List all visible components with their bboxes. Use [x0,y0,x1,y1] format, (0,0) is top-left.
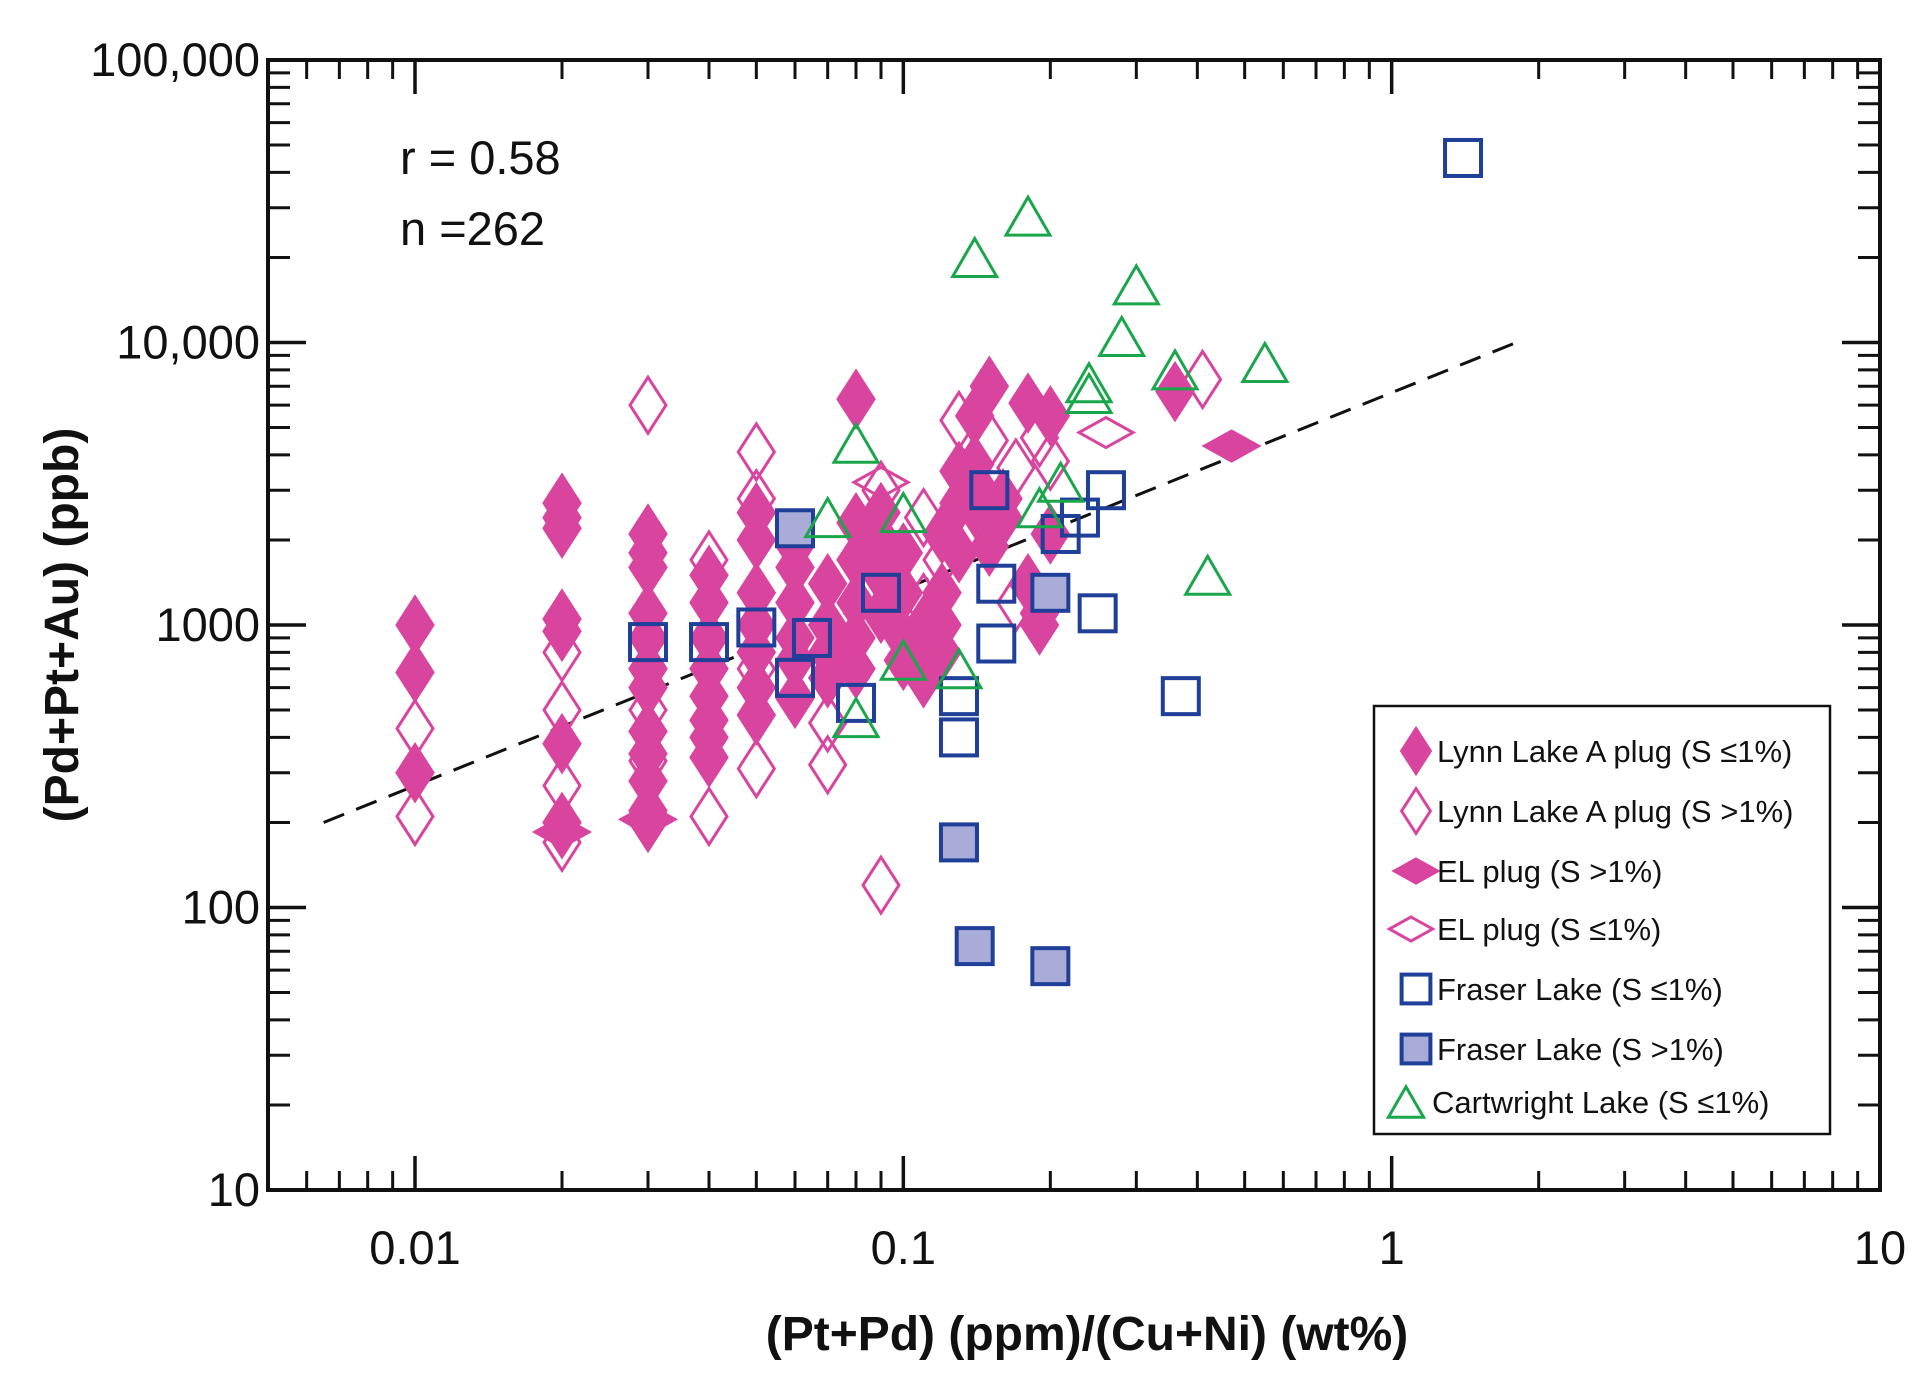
data-point [1030,385,1071,447]
data-points [395,137,1484,987]
data-point [939,522,979,584]
data-point [1075,415,1137,450]
plot-frame [266,58,1882,1192]
data-point [775,667,815,730]
data-point [689,785,729,848]
data-point [1150,347,1200,391]
data-point [1030,430,1071,492]
data-point [1030,946,1071,987]
data-point [831,695,881,739]
data-point [807,734,848,796]
data-point [1201,429,1262,463]
x-tick-label: 0.01 [369,1221,460,1274]
data-point [954,926,995,967]
data-point [938,676,979,717]
legend-box [1372,704,1832,1136]
data-point [1085,470,1126,511]
data-point [1030,572,1071,613]
data-point [689,622,730,663]
data-point [831,421,881,464]
data-point [950,235,1000,278]
legend: Lynn Lake A plug (S ≤1%) Lynn Lake A plug… [1372,704,1832,1136]
data-point [791,617,832,658]
data-point [861,854,901,916]
data-point [938,822,979,863]
y-tick-label: 100,000 [90,33,260,86]
data-point [976,623,1017,664]
data-point [542,712,582,775]
legend-label: EL plug (S ≤1%) [1437,912,1661,947]
data-point [1014,485,1065,529]
legend-label: Cartwright Lake (S ≤1%) [1432,1085,1769,1120]
data-point [617,802,679,837]
data-point [969,470,1010,511]
y-tick-label: 10 [208,1163,260,1216]
legend-marker [1391,857,1441,885]
data-point [976,563,1017,604]
annotation-n: n =262 [400,202,545,255]
data-point [542,497,582,560]
data-point [736,737,777,800]
legend-marker [1399,1032,1433,1066]
data-point [542,600,582,663]
data-point [531,815,593,849]
data-point [1064,371,1114,414]
data-point [736,421,777,483]
legend-marker [1386,915,1436,943]
legend-marker [1385,1083,1427,1119]
data-point [836,682,877,723]
data-point [878,638,928,681]
y-axis-title: (Pd+Pt+Au) (ppb) [36,428,89,823]
data-point [1064,360,1114,404]
data-point [736,607,777,648]
legend-marker [1399,972,1433,1006]
data-point [1097,314,1147,358]
data-point [774,508,815,549]
x-axis-title: (Pt+Pd) (ppm)/(Cu+Ni) (wt%) [766,1308,1409,1361]
x-tick-label: 10 [1854,1221,1906,1274]
data-point [1182,348,1223,411]
legend-label: Fraser Lake (S >1%) [1437,1032,1724,1067]
data-point [1160,676,1201,717]
y-tick-label: 10,000 [116,316,260,369]
x-tick-label: 1 [1379,1221,1405,1274]
data-point [1036,460,1086,503]
data-point [934,646,984,690]
data-point [395,741,435,804]
data-point [736,684,777,746]
data-point [627,622,668,663]
legend-marker [1399,785,1433,837]
data-point [628,374,668,436]
data-point [836,368,876,430]
legend-label: Lynn Lake A plug (S ≤1%) [1437,734,1792,769]
data-point [774,657,815,698]
data-point [969,355,1010,418]
y-tick-label: 100 [182,881,260,934]
data-point [803,495,853,539]
legend-label: Fraser Lake (S ≤1%) [1437,972,1723,1007]
data-point [1155,360,1195,423]
data-point [1183,553,1233,596]
data-point [395,641,435,704]
legend-label: EL plug (S >1%) [1437,854,1662,889]
annotation-r: r = 0.58 [400,131,561,184]
data-point [1077,593,1118,634]
axis-ticks [266,58,1882,1192]
data-point [1003,194,1053,237]
data-point [1240,340,1290,383]
data-point [938,717,979,758]
y-tick-label: 1000 [155,598,260,651]
data-point [395,785,435,848]
x-tick-label: 0.1 [871,1221,936,1274]
legend-label: Lynn Lake A plug (S >1%) [1437,794,1793,829]
data-point [1111,262,1161,306]
data-point [1443,137,1484,178]
data-point [860,572,901,613]
data-point [878,490,928,534]
tick-labels: 0.01 0.1 1 10 10 100 1000 10,000 100,000 [90,33,1906,1274]
legend-marker [1399,725,1433,777]
data-point [689,726,729,789]
